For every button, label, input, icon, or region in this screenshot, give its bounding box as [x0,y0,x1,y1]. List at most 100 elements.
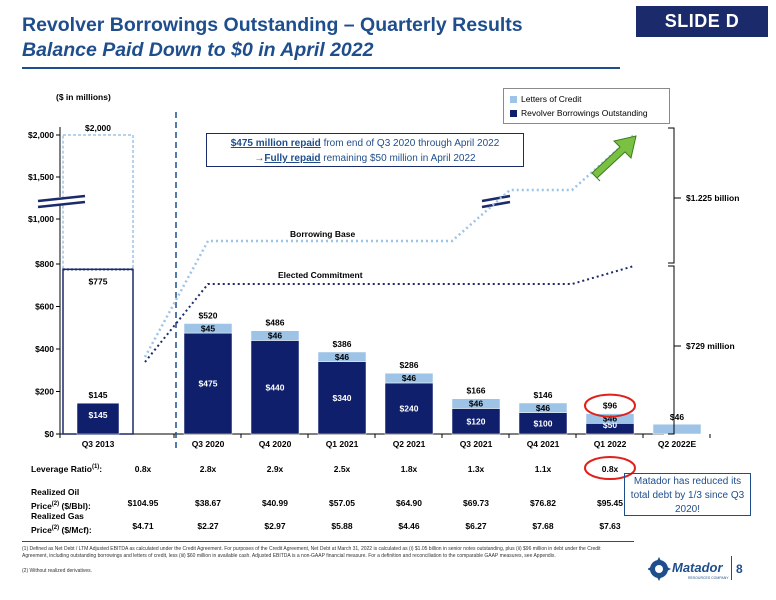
bracket-upper [668,127,675,264]
legend-label-loc: Letters of Credit [521,94,582,104]
leverage-row-label: Leverage Ratio(1): [31,464,102,474]
loc-bar-label: $45 [201,323,215,333]
highlight-ring-total [584,393,636,418]
leverage-value: 1.3x [467,464,485,474]
gas-value: $2.97 [264,521,286,531]
matador-logo: Matador RESOURCES COMPANY [648,557,729,581]
revolver-bar-label: $145 [89,410,108,420]
elected-commitment-line-label: Elected Commitment [278,270,363,280]
loc-bar [652,423,702,435]
bracket-upper-label: $1.225 billion [686,193,739,203]
revolver-bar-label: $240 [400,404,419,414]
loc-bar [518,402,568,414]
bracket-lower [668,265,675,435]
oil-value: $95.45 [597,498,623,508]
page-number: 8 [736,562,743,576]
gas-label-price: Price [31,524,52,535]
loc-bar [585,413,635,424]
revolver-bar-label: $100 [534,418,553,428]
loc-bar [250,330,300,341]
leverage-value: 2.9x [266,464,284,474]
leverage-label-text: Leverage Ratio [31,464,92,474]
loc-bar [384,372,434,384]
loc-bar-label: $46 [268,331,282,341]
gas-value: $7.68 [532,521,554,531]
x-tick-label: Q3 2021 [460,439,493,449]
growth-arrow-icon [591,135,637,182]
page-subtitle: Balance Paid Down to $0 in April 2022 [22,39,374,61]
y-tick-label: $200 [35,387,54,397]
revolver-bar-label: $120 [467,416,486,426]
revolver-bar-label: $475 [199,379,218,389]
callout-line1-rest: from end of Q3 2020 through April 2022 [320,138,500,149]
oil-value: $40.99 [262,498,288,508]
revolver-bar [183,332,233,435]
x-tick-label: Q2 2022E [658,439,697,449]
x-tick-label: Q4 2021 [527,439,560,449]
gas-value: $4.71 [132,521,154,531]
y-tick-label: $600 [35,302,54,312]
chart-legend: Letters of Credit Revolver Borrowings Ou… [503,88,670,124]
y-tick-label: $1,500 [28,172,54,182]
revolver-bar [76,402,120,435]
loc-bar [317,351,367,363]
oil-value: $104.95 [127,498,159,508]
leverage-label-colon: : [99,464,103,474]
legend-swatch-revolver [510,109,517,117]
oil-label-price: Price [31,500,52,511]
x-tick-label: Q2 2021 [393,439,426,449]
oil-label-unit: ($/Bbl): [59,500,91,511]
axis-break-line [481,200,511,209]
repayment-callout: $475 million repaid from end of Q3 2020 … [206,133,524,167]
callout-line2-rest: remaining $50 million in April 2022 [320,153,476,164]
highlight-ring-leverage [584,456,636,480]
logo-wordmark: Matador [672,560,724,575]
arrow-right-icon: → [254,153,265,164]
y-tick-label: $0 [45,429,55,439]
y-tick-label: $2,000 [28,130,54,140]
y-tick-label: $400 [35,344,54,354]
gas-value: $6.27 [465,521,487,531]
leverage-value: 0.8x [601,464,619,474]
axis-break-line [37,194,86,203]
units-label: ($ in millions) [56,92,111,102]
gas-label-unit: ($/Mcf): [59,524,92,535]
total-label: $486 [266,318,285,328]
gas-value: $4.46 [398,521,420,531]
gear-icon [648,557,671,581]
total-label: $386 [333,339,352,349]
borrowing-base-line [143,134,635,358]
leverage-value: 2.5x [333,464,351,474]
callout-line1-bold: $475 million repaid [230,138,321,149]
oil-footnote-ref: (2) [51,501,60,507]
logo-subtext: RESOURCES COMPANY [688,576,729,580]
leverage-value: 2.8x [199,464,217,474]
oil-value: $76.82 [530,498,556,508]
axis-break-line [481,194,511,203]
gas-value: $7.63 [599,521,621,531]
borrowing-base-line-label: Borrowing Base [290,229,355,239]
gas-value: $5.88 [331,521,353,531]
slide-badge: SLIDE D [636,6,768,37]
revolver-bar [451,408,501,435]
footnote-1: (1) Defined as Net Debt / LTM Adjusted E… [22,546,601,559]
loc-bar-label: $46 [603,413,617,423]
oil-value: $57.05 [329,498,355,508]
revolver-bar [317,361,367,435]
page-divider [731,556,732,580]
axis-break-mask [38,197,85,205]
loc-bar [451,398,501,409]
total-label: $166 [467,386,486,396]
revolver-bar-label: $340 [333,393,352,403]
gas-label-line1: Realized Gas [31,511,84,521]
y-tick-label: $1,000 [28,214,54,224]
loc-bar-label: $46 [469,399,483,409]
footer-rule [22,541,634,542]
elected-commitment-line [144,265,635,363]
revolver-bar-label: $50 [603,420,617,430]
leverage-value: 1.8x [400,464,418,474]
page-title: Revolver Borrowings Outstanding – Quarte… [22,14,523,36]
oil-value: $38.67 [195,498,221,508]
loc-bar-label: $46 [335,352,349,362]
